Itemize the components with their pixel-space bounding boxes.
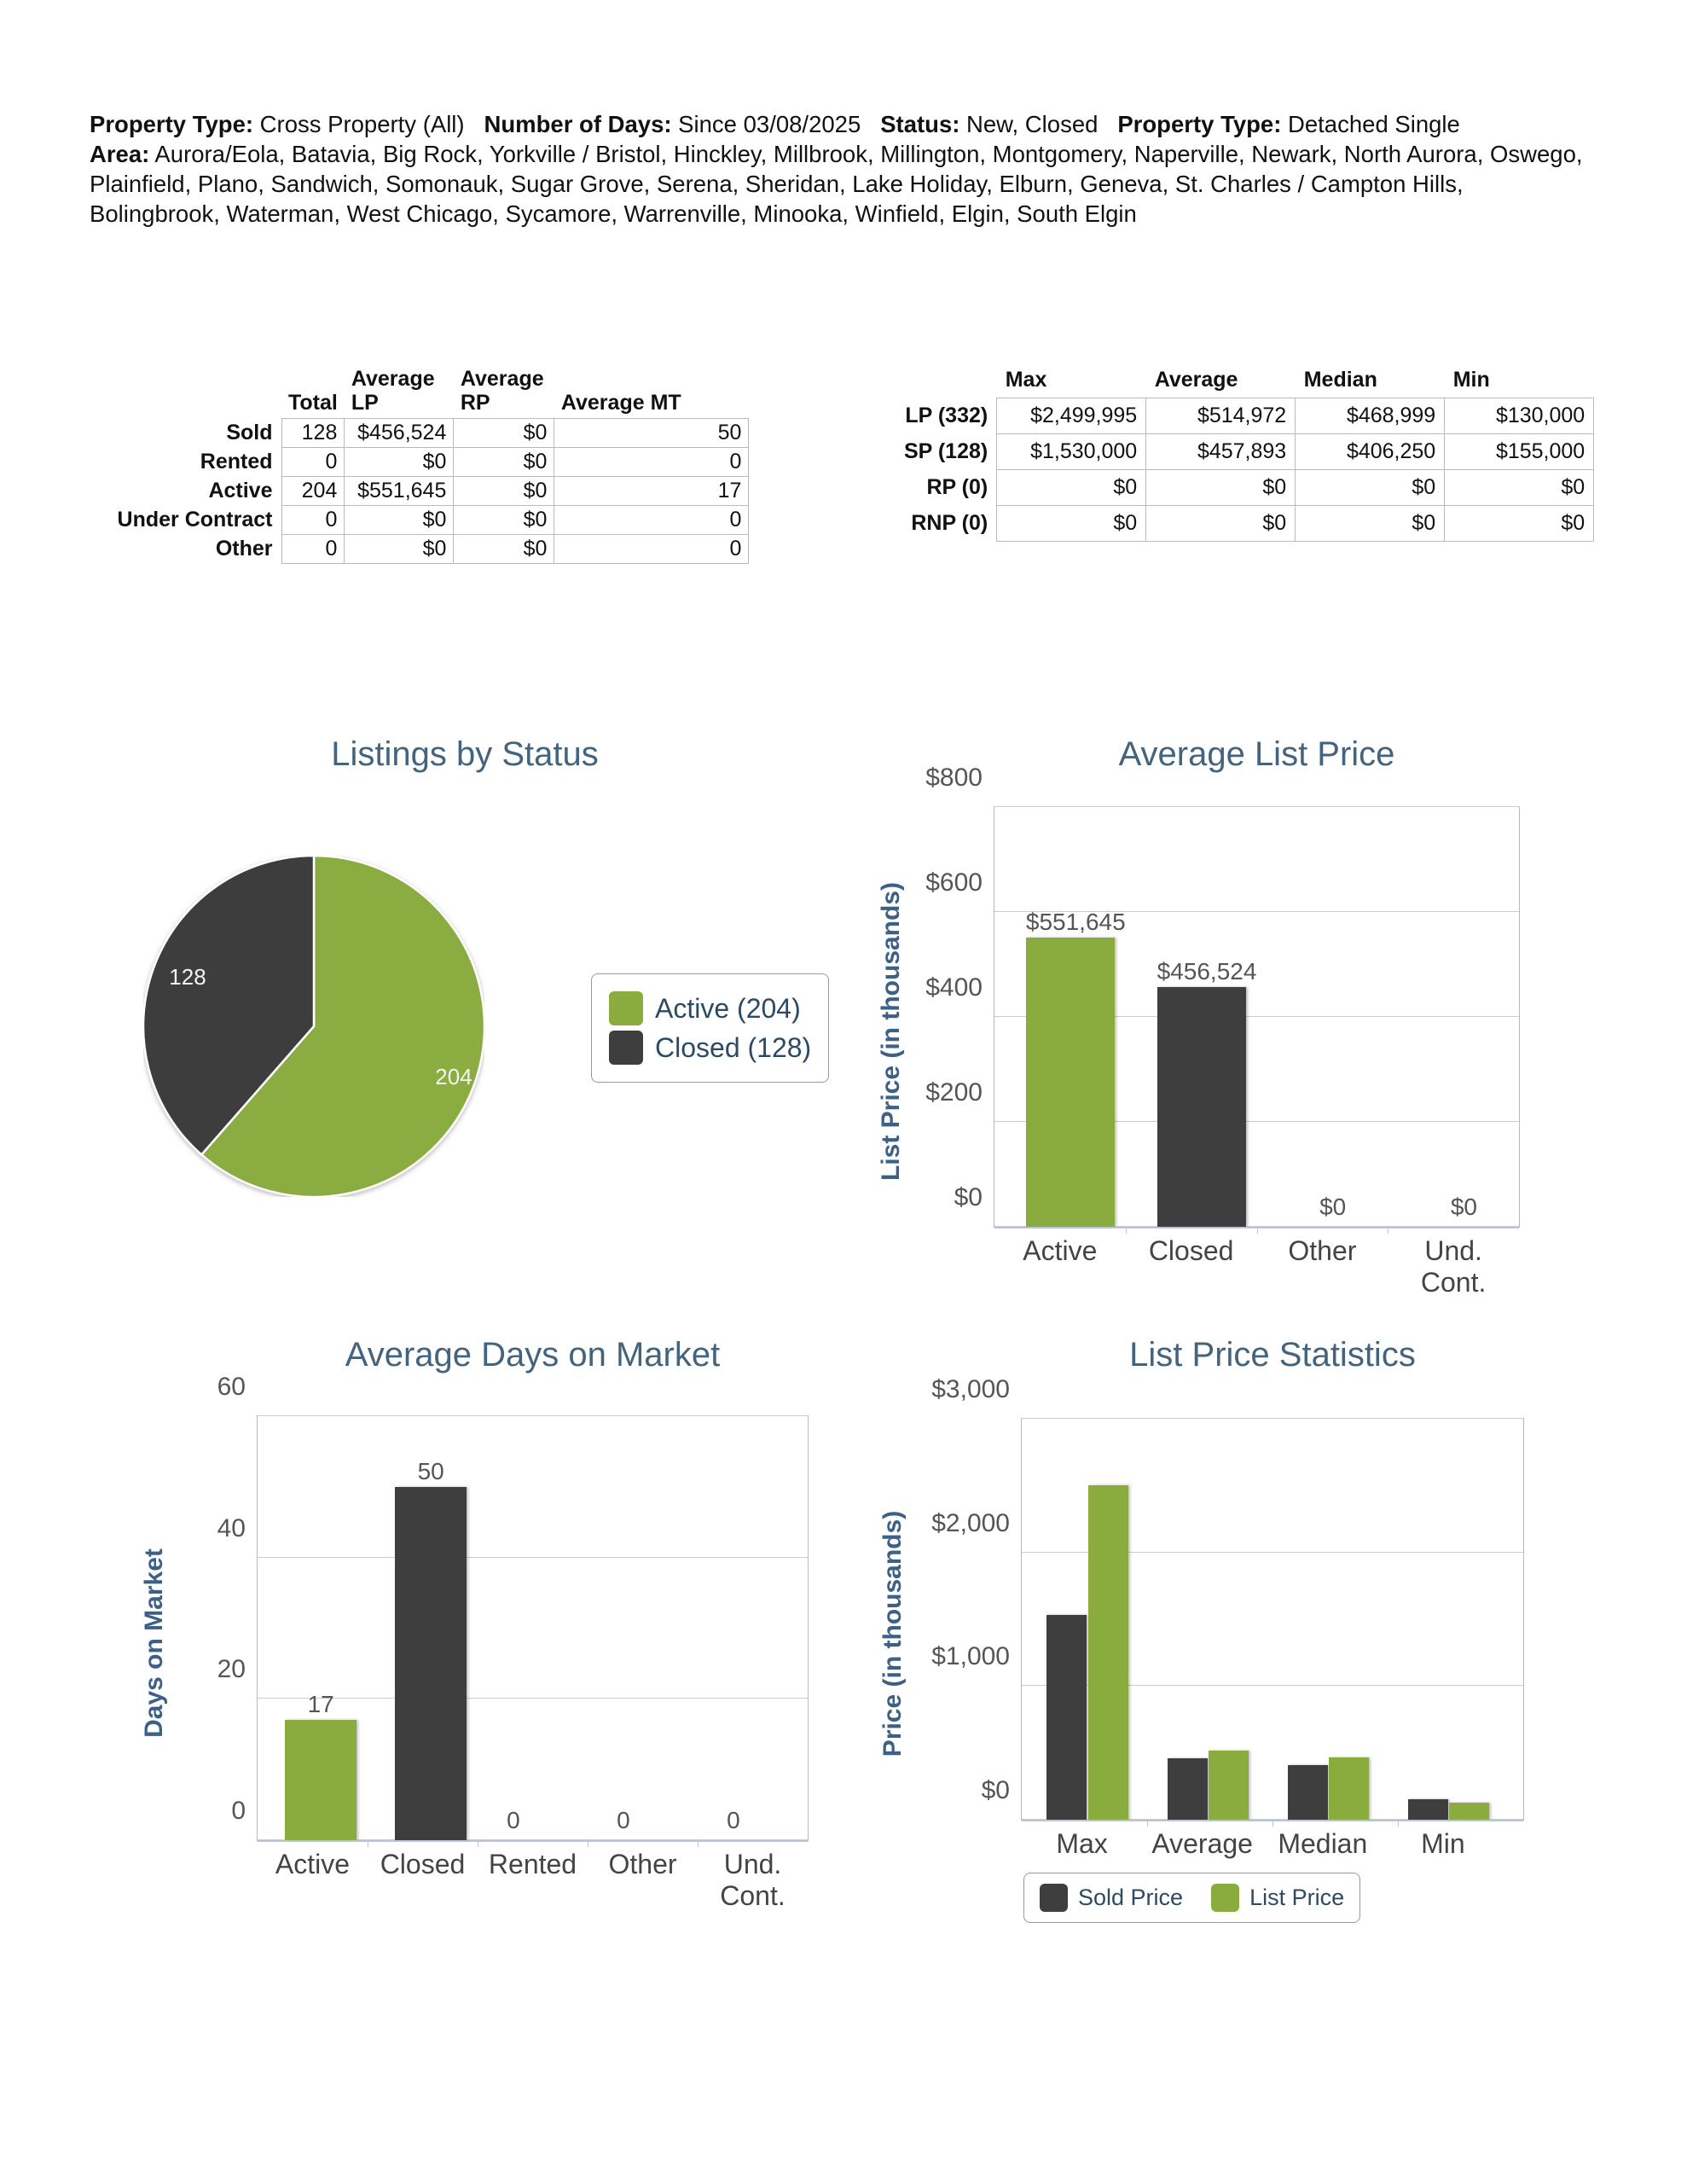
svg-text:204: 204 [435,1064,472,1089]
svg-text:128: 128 [169,964,206,990]
